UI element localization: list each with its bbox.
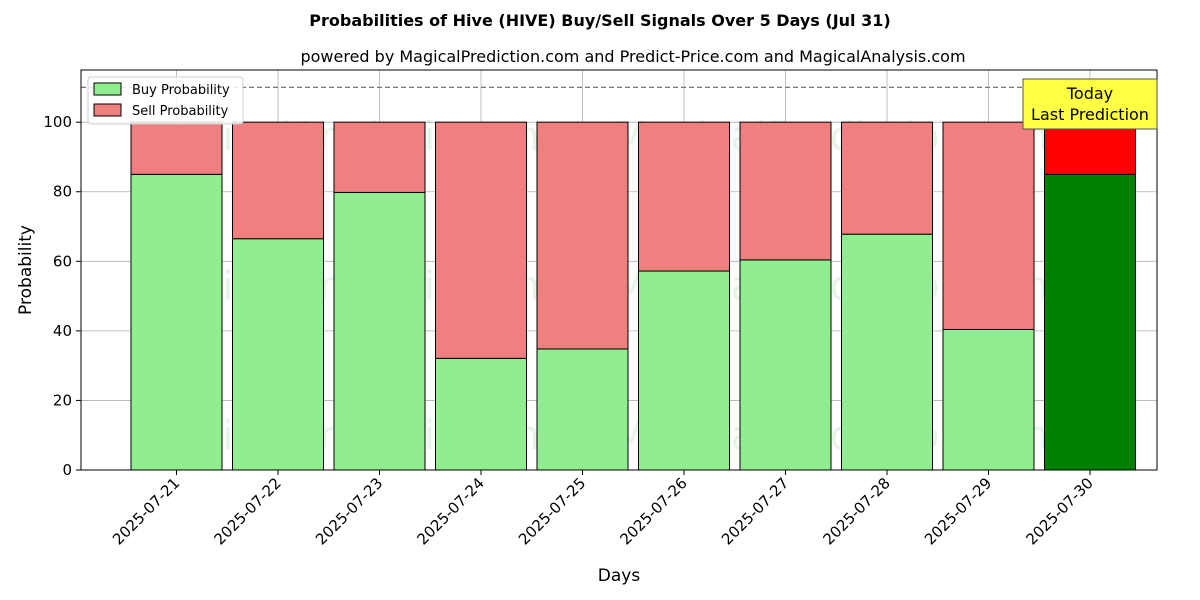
x-tick-label: 2025-07-21 bbox=[109, 474, 183, 548]
y-tick-label: 20 bbox=[53, 391, 72, 409]
buy-bar bbox=[841, 233, 933, 471]
today-annotation: Today Last Prediction bbox=[1022, 78, 1158, 130]
sell-bar bbox=[638, 121, 730, 272]
sell-bar bbox=[435, 121, 527, 359]
bars bbox=[130, 121, 1136, 471]
buy-bar bbox=[232, 238, 324, 471]
chart-subtitle: powered by MagicalPrediction.com and Pre… bbox=[300, 47, 965, 66]
y-tick-label: 80 bbox=[53, 183, 72, 201]
x-tick-label: 2025-07-28 bbox=[819, 474, 893, 548]
x-tick-label: 2025-07-29 bbox=[921, 474, 995, 548]
legend-swatch-buy bbox=[93, 82, 122, 96]
x-tick-label: 2025-07-30 bbox=[1022, 474, 1096, 548]
sell-bar bbox=[232, 121, 324, 240]
axes-frame bbox=[80, 69, 1158, 471]
x-tick-label: 2025-07-26 bbox=[616, 474, 690, 548]
y-axis: 0 20 40 60 80 100 bbox=[43, 113, 81, 479]
buy-bar bbox=[536, 348, 629, 471]
y-tick-label: 0 bbox=[62, 461, 72, 479]
legend-label-buy: Buy Probability bbox=[132, 83, 230, 98]
y-tick-label: 100 bbox=[43, 113, 72, 131]
legend-swatch-sell bbox=[93, 103, 122, 117]
legend-label-sell: Sell Probability bbox=[132, 104, 229, 119]
buy-bar bbox=[435, 357, 527, 471]
sell-bar bbox=[841, 121, 933, 235]
y-axis-label: Probability bbox=[16, 225, 36, 315]
sell-bar bbox=[130, 121, 223, 175]
legend: Buy Probability Sell Probability bbox=[87, 76, 244, 125]
x-tick-label: 2025-07-27 bbox=[718, 474, 792, 548]
buy-bar bbox=[739, 259, 832, 471]
sell-bar bbox=[333, 121, 426, 193]
sell-bar bbox=[536, 121, 629, 350]
sell-bar bbox=[942, 121, 1035, 330]
annotation-line-last-prediction: Last Prediction bbox=[1031, 105, 1149, 124]
legend-box bbox=[87, 76, 244, 125]
buy-bar bbox=[942, 328, 1035, 471]
x-tick-label: 2025-07-23 bbox=[312, 474, 386, 548]
buy-bar bbox=[130, 173, 223, 471]
y-tick-label: 60 bbox=[53, 252, 72, 270]
buy-bar bbox=[1044, 173, 1136, 471]
x-tick-label: 2025-07-25 bbox=[515, 474, 589, 548]
annotation-line-today: Today bbox=[1066, 84, 1113, 103]
x-tick-label: 2025-07-22 bbox=[210, 474, 284, 548]
annotation-box bbox=[1022, 78, 1158, 130]
y-tick-label: 40 bbox=[53, 322, 72, 340]
buy-bar bbox=[638, 270, 730, 471]
x-axis-label: Days bbox=[598, 566, 641, 586]
x-tick-label: 2025-07-24 bbox=[413, 474, 487, 548]
x-axis: 2025-07-21 2025-07-22 2025-07-23 2025-07-24… bbox=[109, 470, 1097, 548]
buy-bar bbox=[333, 191, 426, 471]
sell-bar bbox=[739, 121, 832, 261]
chart-title: Probabilities of Hive (HIVE) Buy/Sell Si… bbox=[309, 11, 890, 30]
sell-bar bbox=[1044, 121, 1136, 175]
